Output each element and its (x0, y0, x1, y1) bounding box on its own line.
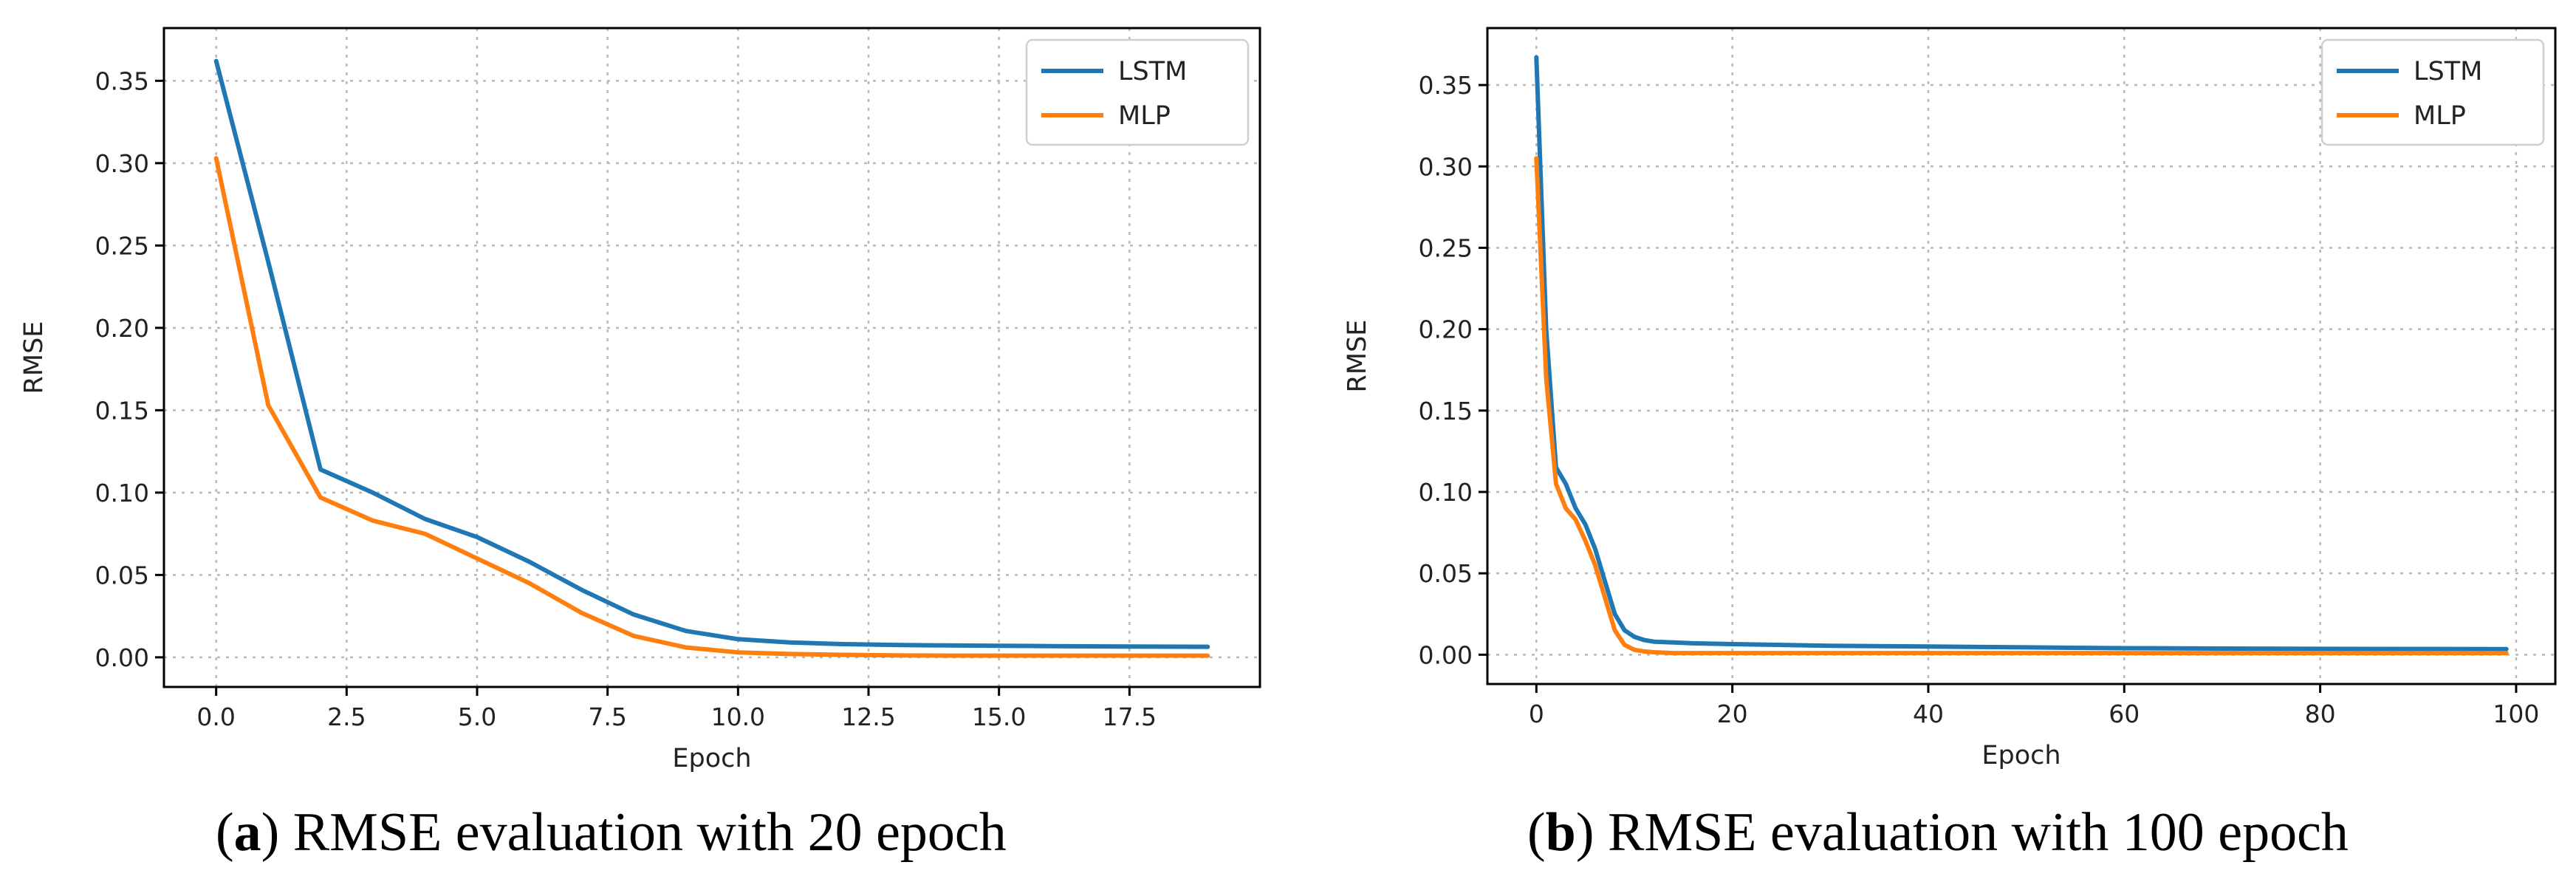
x-tick-label: 7.5 (588, 702, 626, 731)
caption-b-letter: b (1545, 802, 1576, 863)
y-tick-label: 0.20 (95, 314, 149, 343)
series-line-mlp (213, 156, 1210, 658)
plot-frame (162, 27, 1261, 688)
caption-b: (b) RMSE evaluation with 100 epoch (1527, 802, 2349, 863)
caption-a-letter: a (233, 802, 261, 863)
y-tick-label: 0.05 (95, 561, 149, 589)
legend: LSTM MLP (2320, 38, 2545, 146)
x-tick-label: 100 (2493, 700, 2539, 728)
y-axis-label: RMSE (1343, 320, 1372, 393)
legend-label-mlp: MLP (1118, 101, 1171, 131)
y-tick-label: 0.30 (1419, 152, 1473, 181)
y-tick-label: 0.15 (95, 396, 149, 425)
y-tick-label: 0.05 (1419, 559, 1473, 588)
series-line-lstm (213, 58, 1210, 649)
caption-b-text: ) RMSE evaluation with 100 epoch (1575, 802, 2349, 863)
y-tick-label: 0.35 (95, 66, 149, 95)
legend-box (1025, 38, 1250, 146)
x-tick-label: 10.0 (711, 702, 765, 731)
y-tick-label: 0.35 (1419, 71, 1473, 100)
y-axis-label: RMSE (19, 321, 49, 394)
series-line-lstm (1534, 55, 2509, 652)
x-axis-label: Epoch (672, 744, 751, 773)
y-tick-label: 0.15 (1419, 397, 1473, 425)
y-tick-label: 0.30 (95, 149, 149, 178)
chart-rmse-100-epoch: 0 20 40 60 80 100 0.00 0.05 0.10 0.15 0.20 0.25 0.30… (1343, 27, 2557, 770)
legend-label-lstm: LSTM (2414, 57, 2482, 86)
legend-label-mlp: MLP (2414, 101, 2466, 131)
x-tick-label: 5.0 (458, 702, 496, 731)
y-tick-label: 0.10 (95, 479, 149, 507)
x-tick-label: 2.5 (327, 702, 366, 731)
x-tick-label: 17.5 (1103, 702, 1157, 731)
y-tick-label: 0.25 (1419, 233, 1473, 262)
y-tick-label: 0.00 (1419, 640, 1473, 669)
legend-box (2320, 38, 2545, 146)
caption-a-text: ) RMSE evaluation with 20 epoch (261, 802, 1007, 863)
x-tick-label: 20 (1717, 700, 1748, 728)
y-tick-label: 0.20 (1419, 315, 1473, 344)
x-tick-label: 80 (2305, 700, 2336, 728)
legend-label-lstm: LSTM (1118, 57, 1187, 86)
plot-frame (1486, 27, 2557, 685)
y-tick-label: 0.00 (95, 643, 149, 672)
caption-a: (a) RMSE evaluation with 20 epoch (216, 802, 1007, 863)
series-line-mlp (1534, 156, 2509, 656)
y-tick-label: 0.10 (1419, 478, 1473, 507)
x-tick-label: 15.0 (972, 702, 1026, 731)
y-tick-label: 0.25 (95, 231, 149, 260)
x-tick-label: 40 (1913, 700, 1944, 728)
x-tick-label: 12.5 (841, 702, 895, 731)
x-tick-label: 0 (1529, 700, 1544, 728)
chart-rmse-20-epoch: 0.0 2.5 5.0 7.5 10.0 12.5 15.0 17.5 0.00 0.05 0.10… (19, 27, 1261, 773)
x-tick-label: 60 (2109, 700, 2140, 728)
x-axis-label: Epoch (1981, 741, 2061, 770)
x-tick-label: 0.0 (196, 702, 235, 731)
legend: LSTM MLP (1025, 38, 1250, 146)
